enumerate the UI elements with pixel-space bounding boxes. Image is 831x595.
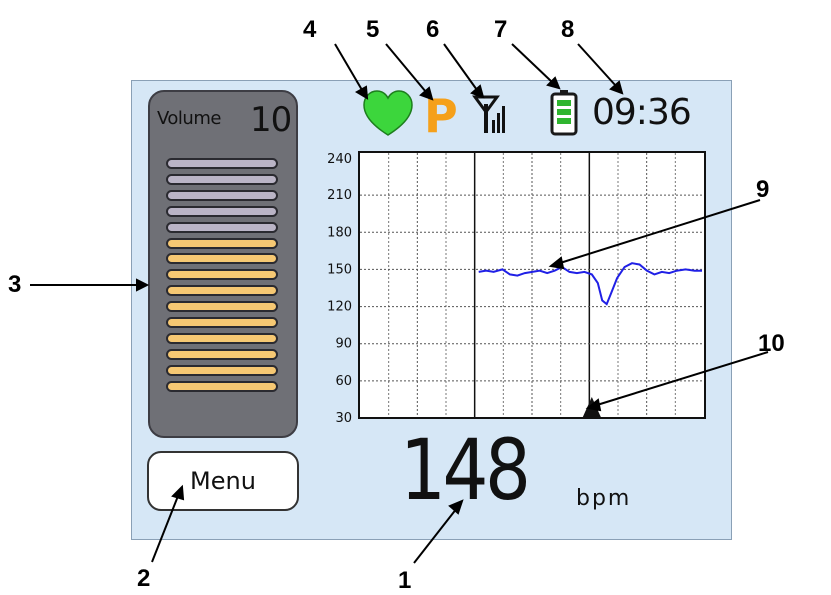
callout-line-6 [443, 43, 478, 91]
callout-arrow-2 [171, 484, 185, 501]
y-tick-label: 180 [327, 225, 352, 240]
heart-icon [363, 90, 413, 136]
volume-bar-on [166, 269, 278, 281]
heart-rate-trace [478, 262, 702, 306]
callout-line-4 [334, 43, 363, 91]
y-tick-label: 210 [327, 188, 352, 203]
chart-y-ticks: 240 210 180 150 120 90 60 30 [327, 152, 352, 426]
callout-arrow-1 [448, 499, 464, 515]
callout-8: 8 [561, 16, 575, 43]
y-tick-label: 90 [335, 337, 352, 352]
callout-arrow-10 [585, 398, 602, 412]
y-tick-label: 60 [335, 374, 352, 389]
callout-7: 7 [494, 16, 508, 43]
y-tick-label: 240 [327, 152, 352, 167]
callout-1: 1 [398, 567, 412, 594]
y-tick-label: 150 [327, 262, 352, 277]
callout-line-7 [511, 43, 553, 83]
volume-bar-on [166, 237, 278, 249]
callout-9: 9 [756, 176, 770, 203]
menu-button[interactable]: Menu [147, 451, 299, 511]
callout-arrow-9 [548, 256, 565, 270]
volume-bar-on [166, 301, 278, 313]
callout-line-8 [577, 43, 617, 87]
volume-bar-on [166, 348, 278, 360]
callout-arrow-8 [609, 80, 624, 95]
callout-lines [30, 43, 769, 564]
volume-bar-on [166, 380, 278, 392]
volume-bar-on [166, 285, 278, 297]
callout-arrow-5 [419, 86, 434, 101]
antenna-signal-icon [472, 95, 505, 133]
callout-line-10 [596, 351, 769, 406]
callout-2: 2 [137, 565, 151, 592]
heart-rate-unit: bpm [576, 486, 632, 511]
callout-3: 3 [8, 271, 22, 298]
callout-line-2 [151, 495, 179, 563]
callout-line-5 [385, 43, 427, 93]
volume-bar-on [166, 317, 278, 328]
volume-label: Volume [157, 108, 221, 129]
callout-arrow-6 [470, 84, 485, 99]
heart-rate-chart: 240 210 180 150 120 90 60 30 [327, 151, 706, 426]
callout-4: 4 [303, 16, 317, 43]
volume-bar-off [166, 189, 278, 201]
volume-bar-off [166, 221, 278, 233]
chart-grid [360, 153, 704, 417]
volume-panel[interactable]: Volume 10 [148, 90, 298, 438]
clock: 09:36 [592, 92, 692, 133]
callout-line-9 [559, 199, 761, 264]
callout-5: 5 [366, 16, 380, 43]
y-tick-label: 120 [327, 300, 352, 315]
callout-line-1 [413, 507, 458, 564]
volume-value: 10 [250, 100, 292, 140]
volume-bar-on [166, 364, 278, 376]
volume-bar-off [166, 173, 278, 185]
heart-rate-value: 148 [400, 421, 531, 519]
volume-bar-off [166, 205, 278, 217]
volume-bar-off [166, 158, 278, 169]
callout-6: 6 [426, 16, 440, 43]
volume-bar-on [166, 253, 278, 265]
callout-arrow-7 [546, 76, 561, 90]
callout-arrow-4 [355, 85, 369, 100]
y-tick-label: 30 [335, 411, 352, 426]
volume-bar-on [166, 332, 278, 344]
battery-icon [550, 90, 578, 136]
callout-10: 10 [758, 330, 785, 357]
callout-arrow-3 [136, 278, 150, 292]
